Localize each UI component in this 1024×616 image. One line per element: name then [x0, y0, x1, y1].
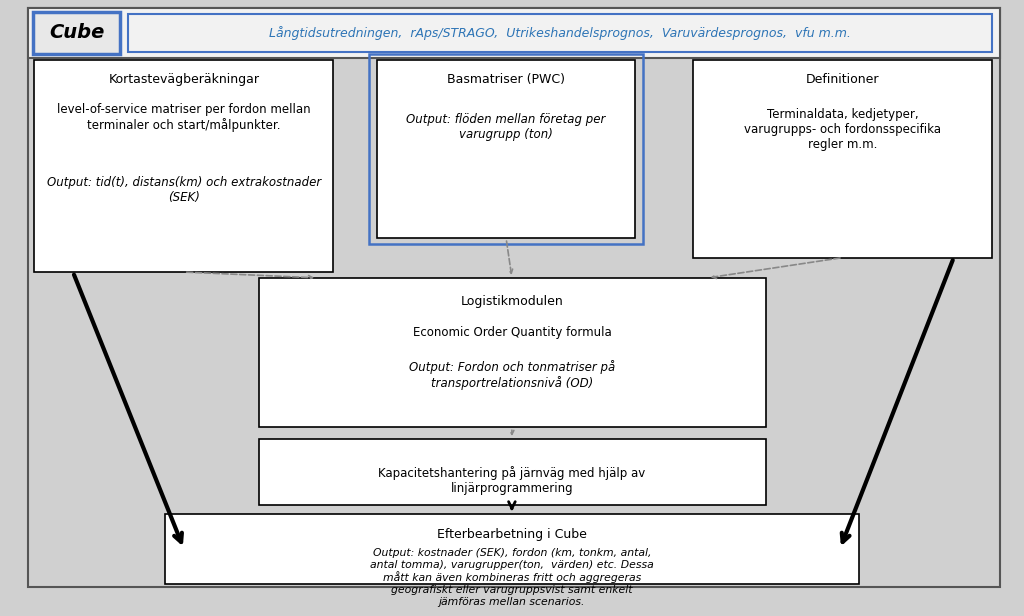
- Text: Terminaldata, kedjetyper,
varugrupps- och fordonsspecifika
regler m.m.: Terminaldata, kedjetyper, varugrupps- oc…: [744, 108, 941, 151]
- Text: Output: tid(t), distans(km) och extrakostnader
(SEK): Output: tid(t), distans(km) och extrakos…: [47, 176, 321, 203]
- Text: Efterbearbetning i Cube: Efterbearbetning i Cube: [437, 528, 587, 541]
- Text: Output: Fordon och tonmatriser på
transportrelationsnivå (OD): Output: Fordon och tonmatriser på transp…: [409, 360, 615, 390]
- Text: Definitioner: Definitioner: [806, 73, 880, 86]
- Bar: [34, 12, 120, 54]
- Bar: [165, 514, 859, 584]
- Bar: [693, 60, 992, 257]
- Text: Output: flöden mellan företag per
varugrupp (ton): Output: flöden mellan företag per varugr…: [407, 113, 606, 141]
- Text: Kapacitetshantering på järnväg med hjälp av
linjärprogrammering: Kapacitetshantering på järnväg med hjälp…: [378, 466, 645, 495]
- Text: Långtidsutredningen,  rAps/STRAGO,  Utrikeshandelsprognos,  Varuvärdesprognos,  : Långtidsutredningen, rAps/STRAGO, Utrike…: [269, 26, 851, 40]
- Text: Economic Order Quantity formula: Economic Order Quantity formula: [413, 326, 611, 339]
- Bar: [28, 8, 1000, 58]
- Text: Logistikmodulen: Logistikmodulen: [461, 295, 563, 308]
- Text: level-of-service matriser per fordon mellan
terminaler och start/målpunkter.: level-of-service matriser per fordon mel…: [57, 103, 310, 132]
- Bar: [377, 60, 635, 238]
- Bar: [35, 60, 334, 272]
- Bar: [259, 278, 766, 428]
- Text: Cube: Cube: [49, 23, 104, 43]
- Text: Basmatriser (PWC): Basmatriser (PWC): [447, 73, 565, 86]
- Text: Kortastevägberäkningar: Kortastevägberäkningar: [109, 73, 259, 86]
- Bar: [369, 54, 643, 244]
- Text: Output: kostnader (SEK), fordon (km, tonkm, antal,
antal tomma), varugrupper(ton: Output: kostnader (SEK), fordon (km, ton…: [370, 548, 653, 607]
- Bar: [128, 14, 992, 52]
- Bar: [259, 439, 766, 505]
